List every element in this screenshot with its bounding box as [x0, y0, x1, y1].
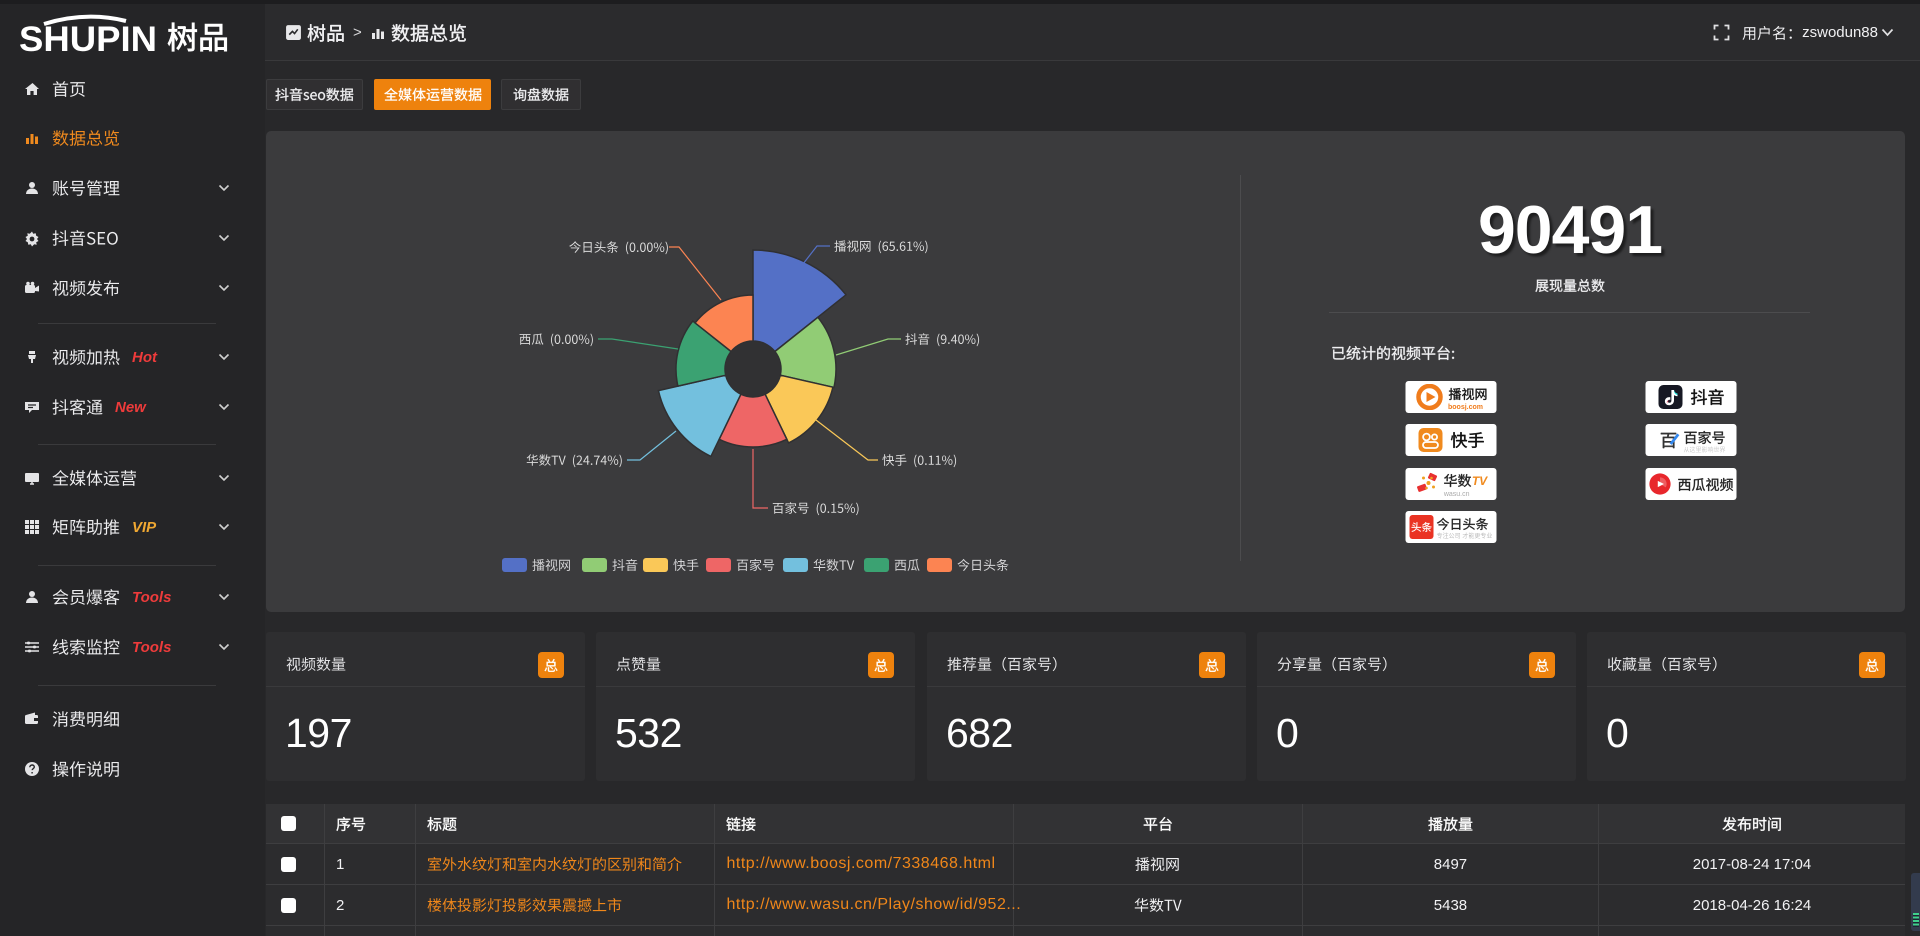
svg-text:SHUPIN: SHUPIN [19, 20, 157, 59]
